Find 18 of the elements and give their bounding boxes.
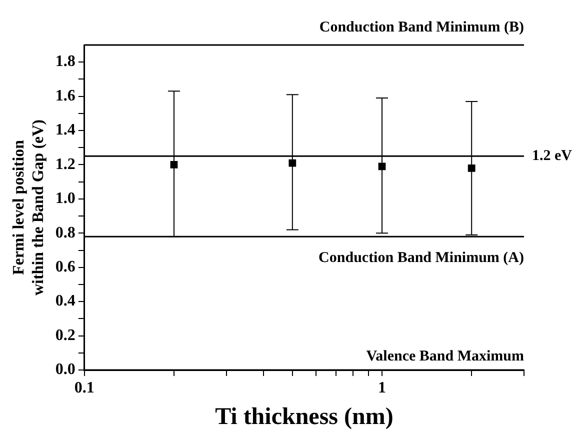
- ref-line-label: 1.2 eV: [532, 148, 572, 164]
- ref-line-label: Conduction Band Minimum (B): [319, 19, 524, 36]
- y-tick-label: 1.2: [55, 156, 76, 173]
- y-tick-label: 0.2: [55, 326, 76, 344]
- y-tick-label: 1.6: [55, 87, 76, 104]
- y-tick-label: 0.6: [55, 258, 76, 276]
- x-tick-label: 0.1: [74, 380, 94, 397]
- x-axis-title: Ti thickness (nm): [215, 404, 394, 430]
- y-tick-label: 0.0: [55, 361, 76, 378]
- y-tick-label: 0.8: [55, 224, 76, 242]
- y-tick-label: 1.8: [55, 53, 76, 70]
- y-tick-label: 1.4: [55, 122, 76, 139]
- y-tick-label: 1.0: [55, 190, 76, 208]
- ref-line-label: Valence Band Maximum: [366, 348, 524, 364]
- y-axis-title: Fermi level position within the Band Gap (eV): [10, 119, 47, 296]
- x-tick-label: 1: [378, 380, 386, 397]
- ref-line-label: Conduction Band Minimum (A): [318, 250, 524, 266]
- y-tick-label: 0.4: [55, 292, 76, 310]
